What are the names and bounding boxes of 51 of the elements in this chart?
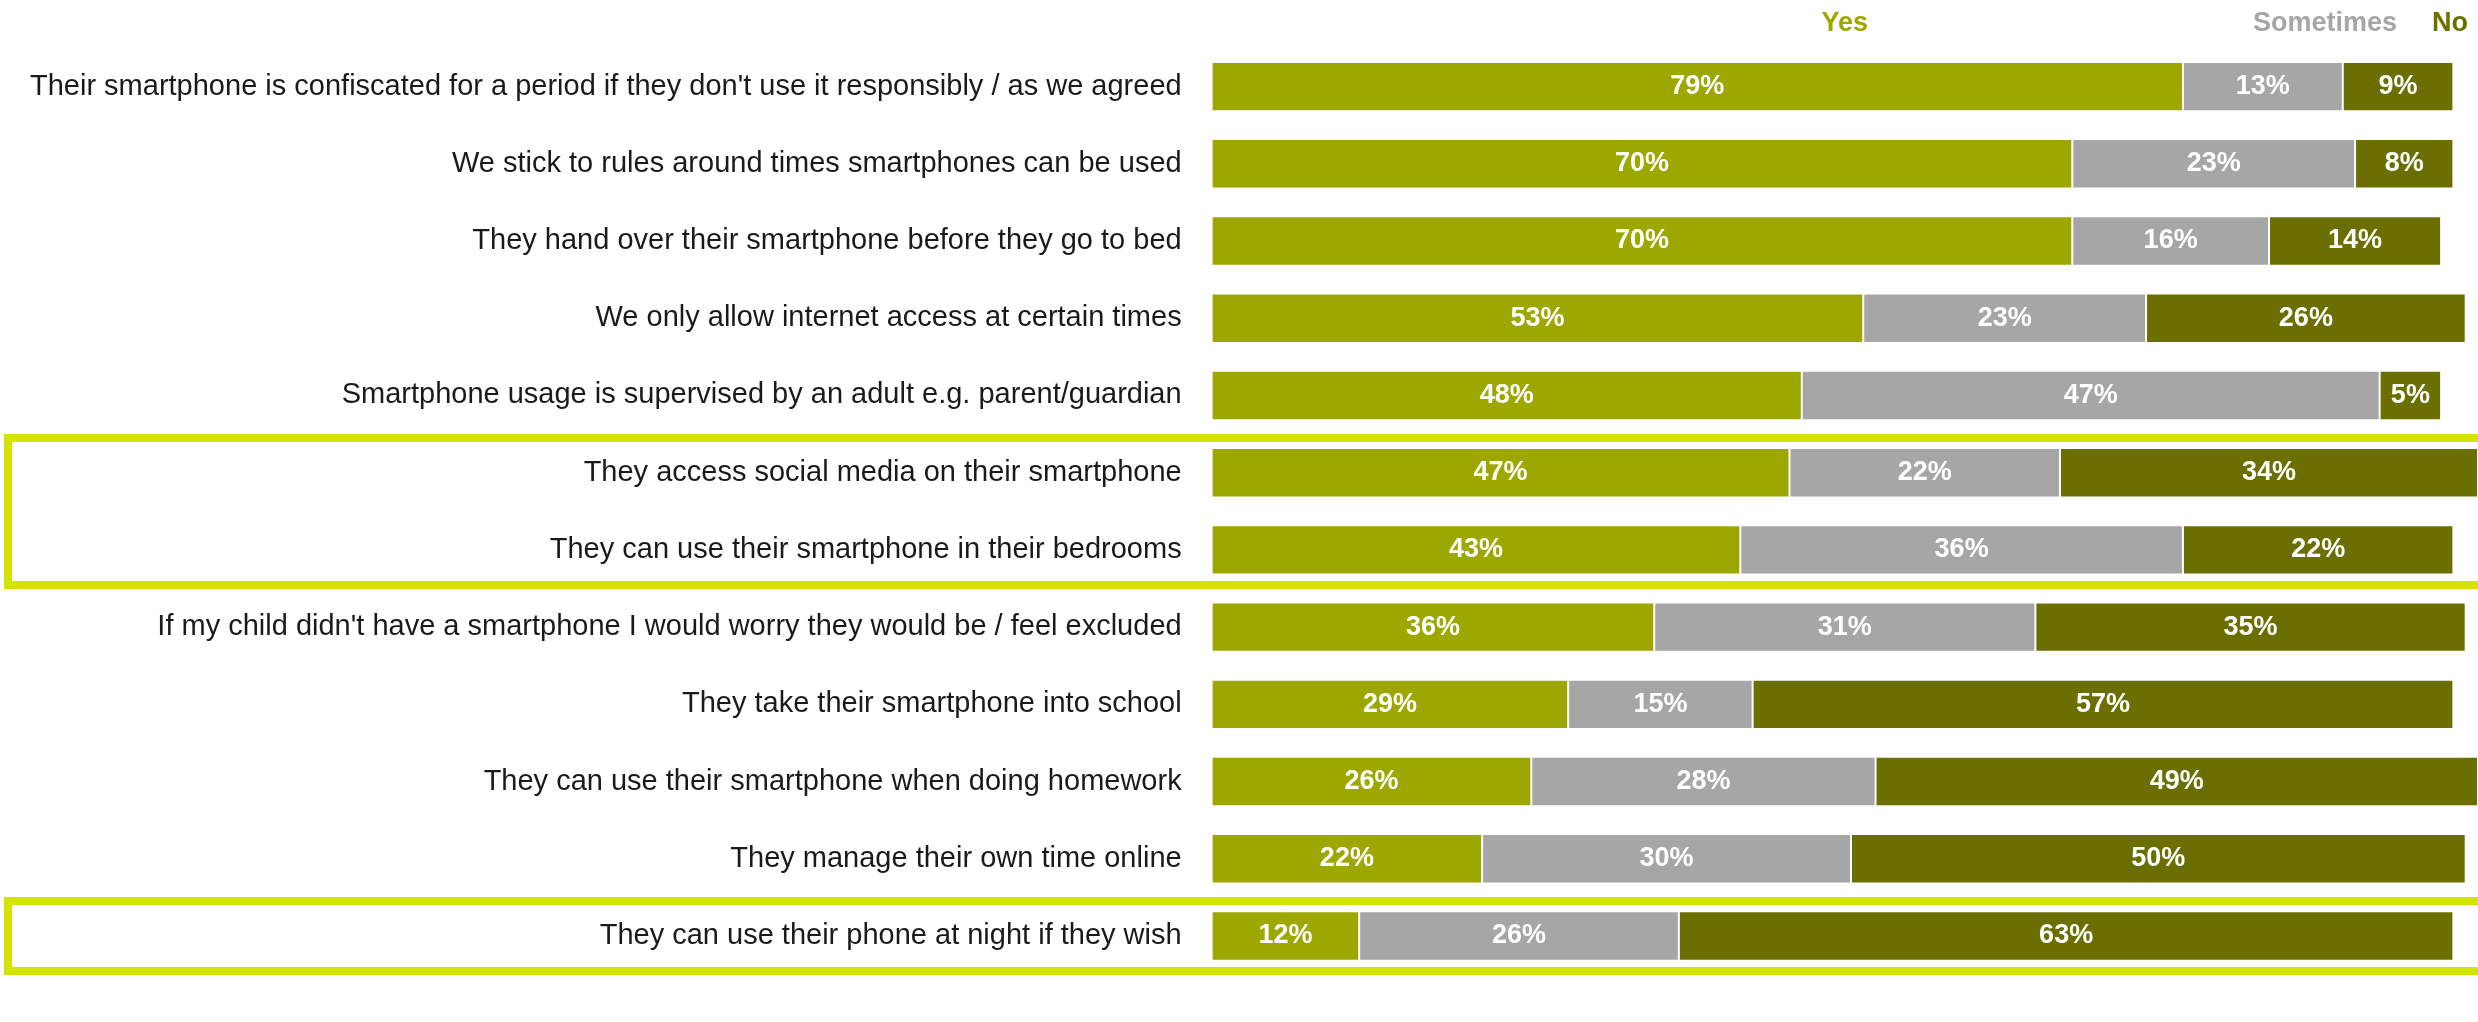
data-label: 14% bbox=[2328, 224, 2383, 255]
data-label: 16% bbox=[2143, 224, 2198, 255]
data-label: 26% bbox=[1344, 765, 1399, 796]
data-label: 57% bbox=[2075, 687, 2131, 718]
data-label: 29% bbox=[1362, 687, 1417, 718]
y-tick-label: We stick to rules around times smartphones can be used bbox=[451, 145, 1182, 178]
data-label: 26% bbox=[1491, 919, 1547, 950]
data-label: 22% bbox=[2291, 533, 2346, 564]
data-label: 34% bbox=[2241, 456, 2297, 487]
data-label: 22% bbox=[1897, 456, 1952, 487]
data-label: 30% bbox=[1639, 842, 1694, 873]
data-label: 43% bbox=[1448, 533, 1504, 564]
data-label: 8% bbox=[2384, 147, 2424, 178]
y-tick-label: They manage their own time online bbox=[730, 840, 1182, 873]
data-label: 22% bbox=[1319, 842, 1374, 873]
series-label: No bbox=[2432, 7, 2468, 38]
y-tick-label: They can use their phone at night if they wish bbox=[599, 917, 1182, 950]
data-label: 28% bbox=[1676, 765, 1731, 796]
data-label: 31% bbox=[1817, 610, 1872, 641]
y-tick-label: We only allow internet access at certain times bbox=[595, 300, 1182, 333]
data-label: 35% bbox=[2223, 610, 2278, 641]
data-label: 49% bbox=[2149, 765, 2204, 796]
data-label: 50% bbox=[2131, 842, 2186, 873]
data-label: 36% bbox=[1934, 533, 1989, 564]
y-tick-label: They access social media on their smartphone bbox=[583, 454, 1182, 487]
data-label: 15% bbox=[1633, 687, 1688, 718]
data-label: 48% bbox=[1479, 378, 1534, 409]
data-label: 26% bbox=[2278, 301, 2333, 332]
data-label: 63% bbox=[2039, 919, 2094, 950]
data-label: 53% bbox=[1510, 301, 1565, 332]
data-label: 9% bbox=[2378, 70, 2418, 101]
data-label: 79% bbox=[1670, 70, 1725, 101]
y-tick-label: Their smartphone is confiscated for a period if they don't use it responsibly / as we agreed bbox=[29, 68, 1182, 101]
y-tick-label: Smartphone usage is supervised by an adult e.g. parent/guardian bbox=[341, 377, 1182, 410]
y-tick-label: They can use their smartphone when doing homework bbox=[483, 763, 1183, 796]
data-label: 47% bbox=[2063, 378, 2118, 409]
series-label: Sometimes bbox=[2252, 7, 2398, 38]
data-label: 47% bbox=[1473, 456, 1528, 487]
series-label: Yes bbox=[1821, 7, 1869, 38]
data-label: 5% bbox=[2390, 378, 2430, 409]
data-label: 12% bbox=[1258, 919, 1313, 950]
y-tick-label: They hand over their smartphone before they go to bed bbox=[472, 223, 1182, 256]
data-label: 70% bbox=[1614, 224, 1669, 255]
y-tick-label: If my child didn't have a smartphone I would worry they would be / feel excluded bbox=[157, 609, 1182, 642]
data-label: 23% bbox=[2186, 147, 2241, 178]
data-label: 70% bbox=[1614, 147, 1669, 178]
y-tick-label: They can use their smartphone in their bedrooms bbox=[549, 531, 1182, 564]
data-label: 13% bbox=[2235, 70, 2290, 101]
data-label: 23% bbox=[1977, 301, 2032, 332]
y-tick-label: They take their smartphone into school bbox=[681, 686, 1182, 719]
data-label: 36% bbox=[1405, 610, 1460, 641]
